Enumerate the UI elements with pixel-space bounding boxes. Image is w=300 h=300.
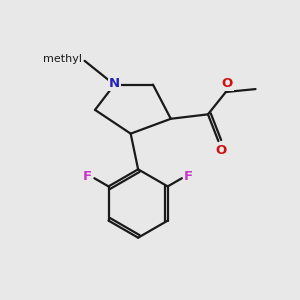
- Text: F: F: [83, 170, 92, 183]
- Text: F: F: [184, 170, 194, 183]
- Text: O: O: [222, 77, 233, 90]
- Text: N: N: [109, 76, 120, 90]
- Text: O: O: [215, 144, 226, 157]
- Text: methyl: methyl: [43, 54, 82, 64]
